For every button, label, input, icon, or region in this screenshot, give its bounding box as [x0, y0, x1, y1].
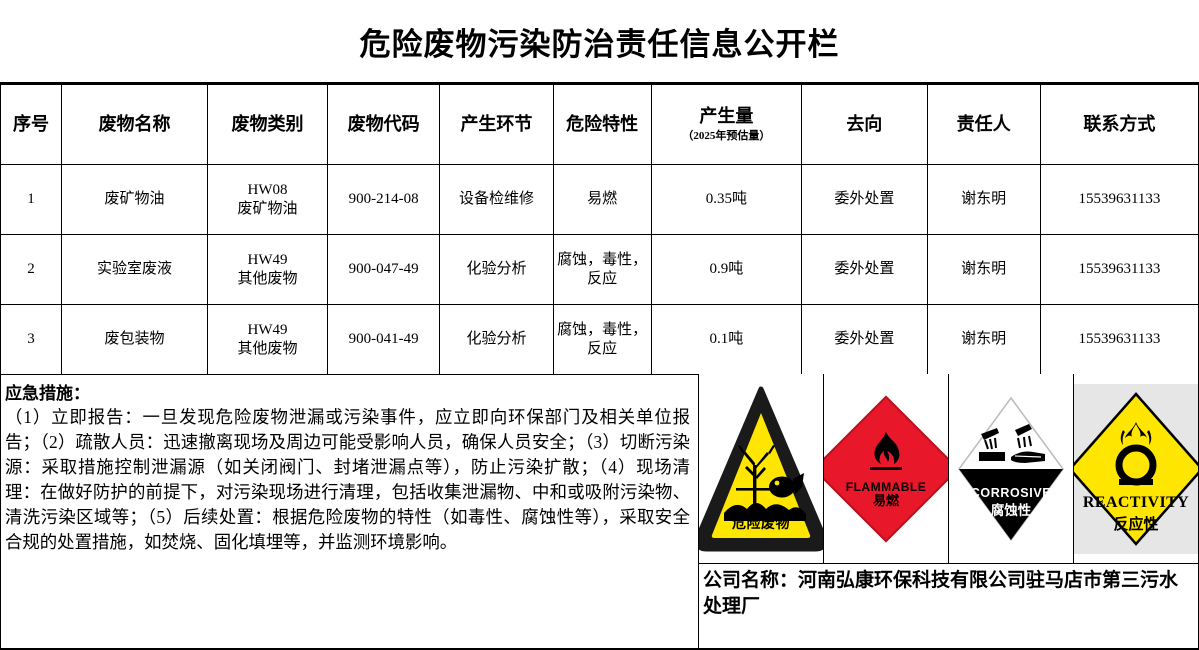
flammable-label-cn: 易燃: [872, 492, 899, 508]
sign-cell-flammable: FLAMMABLE 易燃: [824, 374, 949, 563]
cell-responsible-person: 谢东明: [926, 164, 1041, 235]
cell-generation-amount: 0.1吨: [650, 304, 803, 375]
corrosive-diamond-svg: CORROSIVE 腐蚀性: [958, 396, 1064, 541]
cell-destination: 委外处置: [801, 234, 928, 305]
corrosive-label-en-text: CORROSIVE: [971, 486, 1051, 500]
cell-generation-amount: 0.35吨: [650, 164, 803, 235]
cell-waste-category: HW49 其他废物: [207, 304, 328, 375]
table-row: 1 废矿物油 HW08 废矿物油 900-214-08 设备检维修 易燃 0.3…: [0, 164, 1199, 235]
cell-waste-category: HW49 其他废物: [207, 234, 328, 305]
sign-cell-hazardous-waste: 危险废物: [699, 374, 824, 563]
reactivity-label-en-text: REACTIVITY: [1083, 494, 1189, 511]
board-title-band: 危险废物污染防治责任信息公开栏: [0, 0, 1199, 84]
cell-hazard-property: 易燃: [552, 164, 652, 235]
col-header-amount-note: （2025年预估量）: [682, 129, 771, 142]
table-row: 2 实验室废液 HW49 其他废物 900-047-49 化验分析 腐蚀，毒性，…: [0, 234, 1199, 305]
emergency-measures-text: （1）立即报告：一旦发现危险废物泄漏或污染事件，应立即向环保部门及相关单位报告；…: [5, 407, 690, 553]
category-code: HW49: [247, 252, 288, 269]
hazard-signs-row: 危险废物 FLAMMABLE 易燃: [699, 374, 1198, 564]
hazardous-waste-icon: 危险废物: [699, 383, 823, 555]
col-header-destination: 去向: [801, 84, 928, 165]
company-name-cell: 公司名称：河南弘康环保科技有限公司驻马店市第三污水处理厂: [699, 564, 1198, 648]
category-name: 废矿物油: [237, 200, 298, 217]
flammable-icon-content: FLAMMABLE 易燃: [836, 431, 936, 508]
cell-generation-amount: 0.9吨: [650, 234, 803, 305]
cell-contact: 15539631133: [1039, 164, 1199, 235]
cell-index: 3: [0, 304, 63, 375]
col-header-responsible-person: 责任人: [926, 84, 1041, 165]
col-header-waste-code: 废物代码: [326, 84, 441, 165]
cell-index: 2: [0, 234, 63, 305]
flammable-label-en: FLAMMABLE: [845, 479, 927, 494]
cell-hazard-property: 腐蚀，毒性，反应: [552, 304, 652, 375]
corrosive-icon: CORROSIVE 腐蚀性: [955, 394, 1067, 544]
cell-waste-name: 实验室废液: [61, 234, 209, 305]
corrosive-label-cn-text: 腐蚀性: [991, 502, 1032, 518]
category-code: HW08: [247, 182, 288, 199]
cell-contact: 15539631133: [1039, 304, 1199, 375]
table-header-row: 序号 废物名称 废物类别 废物代码 产生环节 危险特性 产生量 （2025年预估…: [0, 84, 1199, 165]
col-header-waste-category: 废物类别: [207, 84, 328, 165]
cell-generation-stage: 设备检维修: [439, 164, 554, 235]
cell-index: 1: [0, 164, 63, 235]
signs-and-company-panel: 危险废物 FLAMMABLE 易燃: [699, 374, 1198, 648]
cell-generation-stage: 化验分析: [439, 304, 554, 375]
cell-responsible-person: 谢东明: [926, 234, 1041, 305]
cell-generation-stage: 化验分析: [439, 234, 554, 305]
col-header-waste-name: 废物名称: [61, 84, 209, 165]
bottom-section: 应急措施： （1）立即报告：一旦发现危险废物泄漏或污染事件，应立即向环保部门及相…: [0, 374, 1199, 650]
table-row: 3 废包装物 HW49 其他废物 900-041-49 化验分析 腐蚀，毒性，反…: [0, 304, 1199, 375]
cell-waste-code: 900-041-49: [326, 304, 441, 375]
company-name: 公司名称：河南弘康环保科技有限公司驻马店市第三污水处理厂: [703, 570, 1179, 617]
col-header-contact: 联系方式: [1039, 84, 1199, 165]
category-code: HW49: [247, 322, 288, 339]
cell-waste-code: 900-047-49: [326, 234, 441, 305]
cell-waste-category: HW08 废矿物油: [207, 164, 328, 235]
hazardous-waste-triangle-svg: [699, 386, 823, 551]
col-header-index: 序号: [0, 84, 63, 165]
reactivity-diamond-svg: REACTIVITY 反应性: [1074, 391, 1198, 546]
sign-cell-corrosive: CORROSIVE 腐蚀性: [949, 374, 1074, 563]
category-name: 其他废物: [237, 270, 298, 287]
cell-destination: 委外处置: [801, 164, 928, 235]
cell-waste-name: 废矿物油: [61, 164, 209, 235]
col-header-generation-stage: 产生环节: [439, 84, 554, 165]
page-title: 危险废物污染防治责任信息公开栏: [359, 26, 840, 62]
col-header-hazard-property: 危险特性: [552, 84, 652, 165]
cell-responsible-person: 谢东明: [926, 304, 1041, 375]
flame-icon: [870, 431, 902, 470]
hazardous-waste-label: 危险废物: [732, 516, 790, 532]
category-name: 其他废物: [237, 340, 298, 357]
cell-waste-name: 废包装物: [61, 304, 209, 375]
sign-cell-reactivity: REACTIVITY 反应性: [1074, 374, 1198, 563]
cell-contact: 15539631133: [1039, 234, 1199, 305]
col-header-generation-amount: 产生量 （2025年预估量）: [650, 84, 803, 165]
reactivity-label-cn-text: 反应性: [1113, 515, 1158, 533]
emergency-measures-panel: 应急措施： （1）立即报告：一旦发现危险废物泄漏或污染事件，应立即向环保部门及相…: [1, 374, 699, 648]
flammable-icon: FLAMMABLE 易燃: [824, 394, 948, 543]
waste-table: 序号 废物名称 废物类别 废物代码 产生环节 危险特性 产生量 （2025年预估…: [0, 84, 1199, 375]
emergency-measures-heading: 应急措施：: [5, 384, 90, 403]
reactivity-icon: REACTIVITY 反应性: [1074, 383, 1198, 554]
cell-destination: 委外处置: [801, 304, 928, 375]
cell-waste-code: 900-214-08: [326, 164, 441, 235]
cell-hazard-property: 腐蚀，毒性，反应: [552, 234, 652, 305]
